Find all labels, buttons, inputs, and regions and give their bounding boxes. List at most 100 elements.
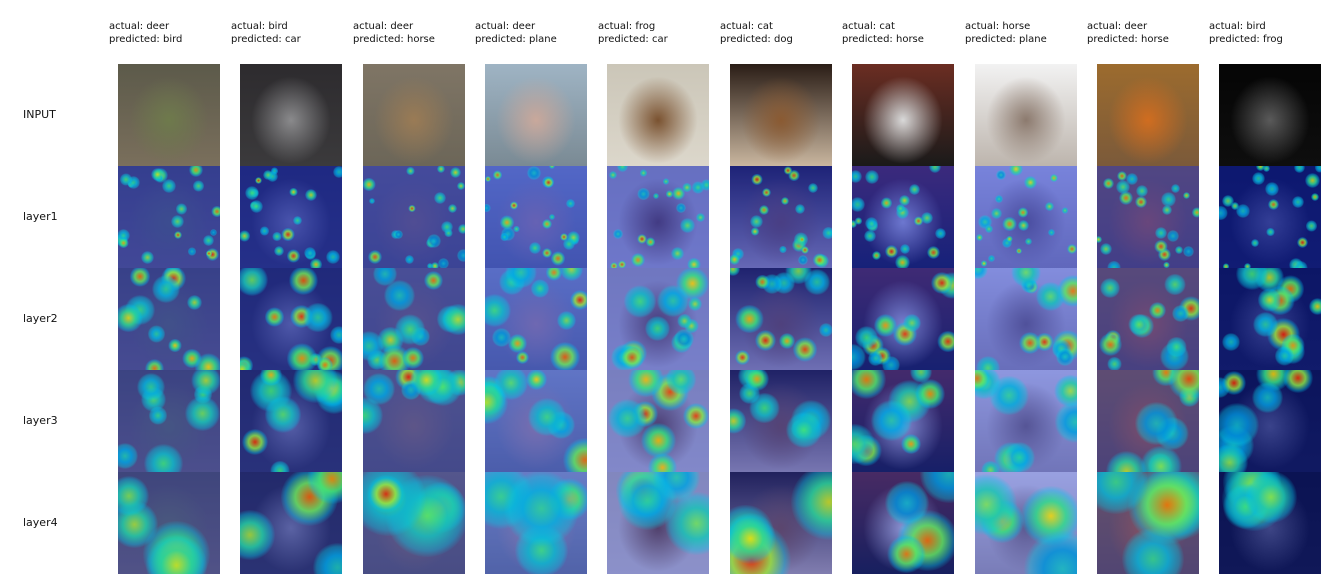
heat-blob <box>1235 204 1250 219</box>
heat-blob <box>1222 194 1235 207</box>
saliency-map <box>240 370 342 472</box>
heat-blob <box>171 215 184 228</box>
heat-blob <box>934 227 946 239</box>
heat-blob <box>751 173 763 186</box>
heat-blob <box>735 304 765 334</box>
heat-blob <box>450 166 462 178</box>
heat-blob <box>608 170 617 179</box>
heat-blob <box>750 214 764 229</box>
actual-label: actual: deer <box>353 21 414 32</box>
heat-blob <box>270 167 279 175</box>
heat-blob <box>631 252 646 267</box>
heat-blob <box>1056 348 1074 366</box>
heat-blob <box>1250 238 1260 247</box>
heat-blob <box>548 214 555 221</box>
heat-blob <box>1066 244 1077 255</box>
heat-blob <box>1134 402 1178 445</box>
saliency-map <box>975 370 1077 472</box>
saliency-map <box>118 472 220 574</box>
column-header: actual: deer predicted: bird <box>109 20 182 46</box>
heat-blob <box>144 444 183 472</box>
heat-blob <box>264 307 284 327</box>
heat-blob <box>645 237 656 247</box>
heat-blob <box>404 255 414 265</box>
heat-blob <box>437 257 450 268</box>
heat-blob <box>394 229 404 239</box>
heat-blob <box>676 203 687 214</box>
heat-blob <box>286 249 301 263</box>
saliency-map <box>485 268 587 370</box>
row-label-layer3: layer3 <box>23 414 58 427</box>
heat-blob <box>528 398 566 437</box>
heat-blob <box>991 208 1002 220</box>
heat-blob <box>1221 370 1247 396</box>
predicted-label: predicted: bird <box>109 34 183 45</box>
heat-blob <box>639 168 648 177</box>
heat-blob <box>118 229 130 242</box>
predicted-label: predicted: frog <box>1209 34 1283 45</box>
saliency-map <box>240 268 342 370</box>
heat-blob <box>492 170 502 180</box>
heat-blob <box>1098 332 1122 356</box>
heat-blob <box>240 359 252 370</box>
heat-blob <box>255 176 263 184</box>
heat-blob <box>330 326 342 345</box>
saliency-map <box>607 166 709 268</box>
heat-blob <box>1243 262 1251 268</box>
heat-blob <box>1258 288 1282 312</box>
heat-blob <box>872 251 881 260</box>
heat-blob <box>485 381 508 425</box>
image-base <box>975 64 1077 166</box>
heat-blob <box>203 235 215 246</box>
row-label-layer2: layer2 <box>23 312 58 325</box>
heat-blob <box>272 231 282 242</box>
heat-blob <box>140 251 155 265</box>
heat-blob <box>148 406 168 426</box>
heat-blob <box>1018 331 1041 355</box>
heat-blob <box>485 203 491 213</box>
heat-blob <box>259 226 270 236</box>
heat-blob <box>730 513 777 565</box>
heat-blob <box>1047 229 1055 237</box>
heat-blob <box>1045 202 1054 211</box>
heat-blob <box>666 370 697 395</box>
heat-blob <box>505 268 537 289</box>
saliency-map <box>118 166 220 268</box>
heat-blob <box>900 244 910 254</box>
column-header: actual: cat predicted: dog <box>720 20 793 46</box>
image-base <box>730 64 832 166</box>
heat-blob <box>662 178 670 185</box>
heat-blob <box>807 182 818 193</box>
saliency-map <box>730 268 832 370</box>
heat-blob <box>151 274 181 304</box>
heat-blob <box>491 328 512 348</box>
heat-blob <box>818 322 832 337</box>
heat-blob <box>1262 166 1270 173</box>
heat-blob <box>192 180 205 192</box>
heat-blob <box>1006 236 1013 243</box>
heat-blob <box>852 169 862 183</box>
heat-blob <box>426 262 434 268</box>
heat-blob <box>1004 442 1035 472</box>
input-image <box>975 64 1077 166</box>
heat-blob <box>1296 236 1309 248</box>
heat-blob <box>1011 268 1041 288</box>
heat-blob <box>975 233 984 242</box>
heat-blob <box>441 221 454 234</box>
heat-blob <box>995 170 1006 181</box>
image-base <box>852 64 954 166</box>
heat-blob <box>1116 180 1131 195</box>
image-base <box>240 64 342 166</box>
heat-blob <box>608 398 648 438</box>
input-image <box>852 64 954 166</box>
heat-blob <box>1166 336 1187 358</box>
saliency-map <box>1097 268 1199 370</box>
heat-blob <box>369 198 376 205</box>
heat-blob <box>812 252 827 267</box>
column-header: actual: frog predicted: car <box>598 20 668 46</box>
heat-blob <box>118 442 138 469</box>
heat-blob <box>695 212 706 223</box>
heat-blob <box>1266 228 1275 237</box>
heat-blob <box>656 284 690 318</box>
heat-blob <box>569 289 587 311</box>
